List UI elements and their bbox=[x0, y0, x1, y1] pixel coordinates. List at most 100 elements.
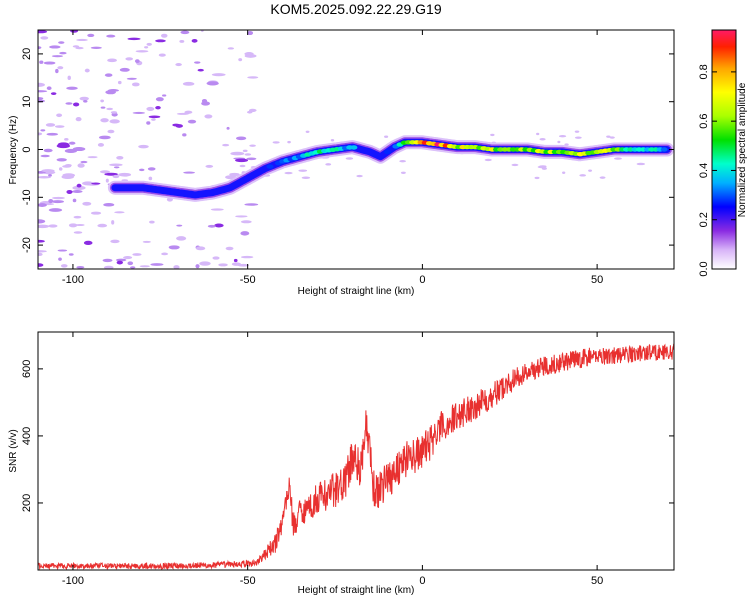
noise-speckle bbox=[173, 265, 180, 269]
spectrogram-x-axis: -100 -50 0 50 bbox=[62, 30, 603, 286]
colorbar-frame bbox=[711, 29, 737, 270]
noise-speckle bbox=[384, 135, 389, 138]
noise-speckle bbox=[73, 102, 80, 107]
noise-speckle bbox=[127, 37, 141, 41]
noise-speckle bbox=[235, 215, 248, 218]
noise-speckle bbox=[38, 239, 45, 243]
noise-speckle bbox=[38, 250, 47, 253]
noise-speckle bbox=[244, 203, 259, 206]
noise-speckle bbox=[558, 135, 567, 138]
x-tick-label: 0 bbox=[419, 575, 425, 587]
noise-speckle bbox=[87, 156, 98, 159]
noise-speckle bbox=[38, 90, 48, 93]
ridge-core bbox=[660, 147, 668, 152]
noise-speckle bbox=[103, 202, 115, 207]
noise-speckle bbox=[125, 57, 134, 61]
noise-speckle bbox=[79, 96, 89, 101]
noise-speckle bbox=[356, 174, 363, 178]
noise-speckle bbox=[39, 60, 44, 64]
noise-speckle bbox=[116, 260, 123, 265]
noise-speckle bbox=[249, 144, 256, 147]
noise-speckle bbox=[182, 133, 187, 137]
noise-speckle bbox=[287, 140, 291, 144]
noise-speckle bbox=[73, 231, 83, 234]
noise-speckle bbox=[75, 116, 82, 122]
colorbar-tick-label: 0.6 bbox=[698, 114, 710, 129]
noise-speckle bbox=[38, 203, 47, 207]
noise-speckle bbox=[123, 255, 133, 260]
noise-speckle bbox=[90, 46, 102, 49]
noise-speckle bbox=[38, 82, 45, 87]
noise-speckle bbox=[55, 68, 59, 74]
noise-speckle bbox=[112, 174, 120, 179]
noise-speckle bbox=[484, 158, 492, 162]
noise-speckle bbox=[130, 266, 136, 269]
noise-speckle bbox=[151, 118, 156, 121]
noise-speckle bbox=[536, 132, 540, 136]
noise-speckle bbox=[105, 178, 109, 183]
colorbar-tick-label: 0.2 bbox=[698, 212, 710, 227]
noise-speckle bbox=[148, 115, 161, 119]
noise-speckle bbox=[139, 265, 150, 268]
noise-speckle bbox=[146, 106, 155, 111]
ridge-core bbox=[350, 145, 358, 150]
noise-speckle bbox=[214, 223, 224, 228]
noise-speckle bbox=[142, 240, 151, 243]
noise-speckle bbox=[574, 130, 580, 133]
noise-speckle bbox=[46, 132, 59, 136]
noise-speckle bbox=[222, 143, 230, 147]
noise-speckle bbox=[187, 119, 197, 124]
noise-speckle bbox=[118, 172, 132, 177]
noise-speckle bbox=[109, 119, 120, 124]
noise-speckle bbox=[562, 171, 566, 174]
noise-speckle bbox=[211, 73, 226, 77]
noise-speckle bbox=[60, 264, 68, 268]
noise-speckle bbox=[99, 170, 110, 174]
noise-speckle bbox=[227, 47, 235, 50]
noise-speckle bbox=[102, 258, 113, 263]
noise-speckle bbox=[100, 106, 106, 109]
noise-speckle bbox=[579, 174, 586, 177]
noise-speckle bbox=[48, 224, 58, 228]
noise-speckle bbox=[57, 66, 64, 70]
noise-speckle bbox=[204, 114, 213, 119]
snr-frame bbox=[37, 331, 675, 571]
noise-speckle bbox=[147, 167, 156, 171]
noise-speckle bbox=[113, 166, 120, 169]
noise-speckle bbox=[51, 200, 64, 204]
noise-speckle bbox=[68, 141, 76, 145]
noise-speckle bbox=[564, 143, 569, 146]
noise-speckle bbox=[175, 124, 183, 128]
noise-speckle bbox=[109, 163, 123, 167]
noise-speckle bbox=[155, 39, 166, 43]
noise-speckle bbox=[240, 255, 254, 259]
noise-speckle bbox=[105, 90, 116, 95]
x-tick-label: 0 bbox=[419, 274, 425, 286]
noise-speckle bbox=[212, 256, 220, 260]
noise-speckle bbox=[325, 163, 332, 166]
noise-speckle bbox=[399, 160, 406, 163]
noise-speckle bbox=[301, 176, 311, 179]
noise-speckle bbox=[247, 31, 254, 36]
x-tick-label: -100 bbox=[62, 575, 84, 587]
noise-speckle bbox=[132, 253, 142, 256]
noise-speckle bbox=[115, 258, 127, 262]
noise-speckle bbox=[184, 110, 193, 114]
snr-y-label: SNR (v/v) bbox=[8, 429, 19, 472]
noise-speckle bbox=[76, 265, 85, 269]
noise-speckle bbox=[240, 220, 252, 224]
noise-speckle bbox=[117, 80, 122, 85]
noise-speckle bbox=[614, 157, 622, 160]
noise-speckle bbox=[588, 169, 593, 172]
noise-speckle bbox=[72, 185, 86, 190]
noise-speckle bbox=[176, 112, 190, 115]
noise-speckle bbox=[38, 30, 48, 34]
noise-speckle bbox=[97, 143, 105, 147]
noise-speckle bbox=[58, 257, 62, 261]
y-tick-label: 20 bbox=[21, 48, 33, 60]
noise-speckle bbox=[114, 211, 125, 214]
noise-speckle bbox=[206, 81, 219, 86]
snr-series-line bbox=[38, 343, 674, 570]
